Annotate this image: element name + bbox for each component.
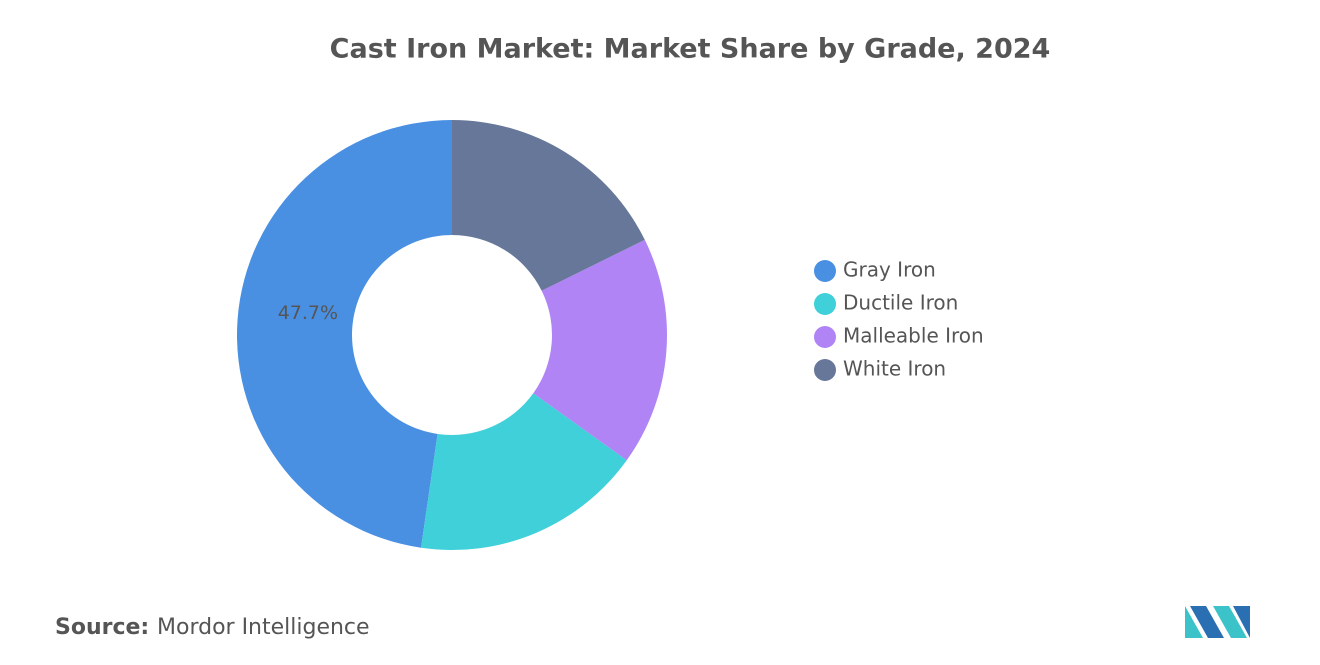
slice (533, 239, 667, 461)
legend-label: White Iron (843, 357, 946, 381)
data-label: 47.7% (278, 302, 338, 324)
source-label: Source: (55, 615, 149, 640)
slice (237, 120, 452, 548)
legend-marker (814, 359, 836, 381)
source-text: Mordor Intelligence (157, 615, 370, 640)
legend-label: Ductile Iron (843, 291, 958, 315)
chart-title: Cast Iron Market: Market Share by Grade,… (330, 34, 1051, 65)
legend-label: Gray Iron (843, 258, 936, 282)
logo (1185, 606, 1250, 638)
legend-marker (814, 326, 836, 348)
slice (452, 120, 645, 291)
legend-label: Malleable Iron (843, 324, 984, 348)
legend-marker (814, 293, 836, 315)
slice (421, 393, 627, 550)
legend-marker (814, 260, 836, 282)
